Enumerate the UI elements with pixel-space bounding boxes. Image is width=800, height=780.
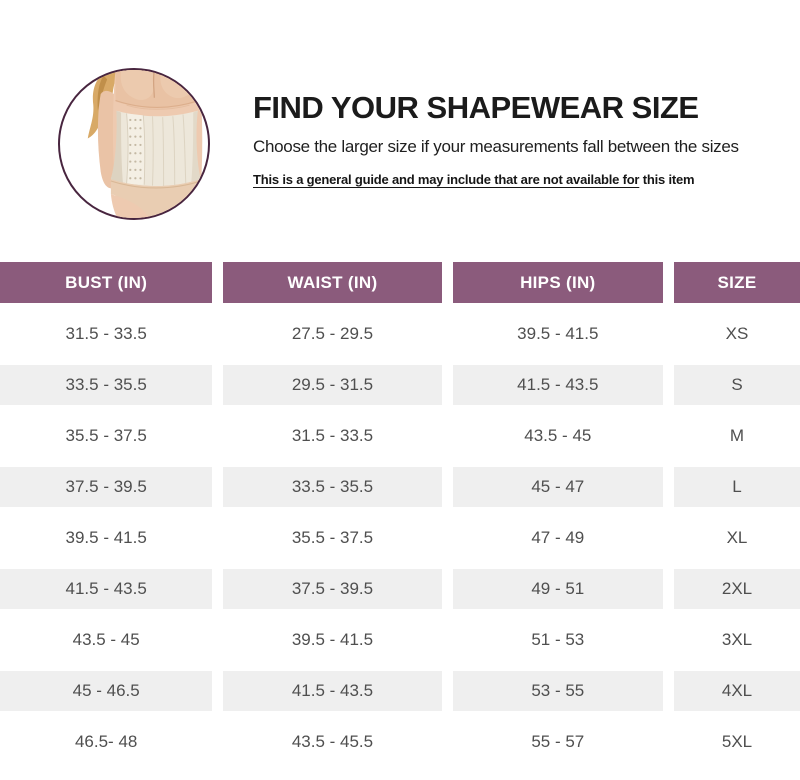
cell-waist: 39.5 - 41.5 (223, 620, 442, 660)
cell-waist: 33.5 - 35.5 (223, 467, 442, 507)
size-chart-table: BUST (IN) WAIST (IN) HIPS (IN) SIZE 31.5… (0, 262, 800, 762)
cell-size: 2XL (673, 569, 800, 609)
cell-hips: 49 - 51 (452, 569, 663, 609)
cell-bust: 31.5 - 33.5 (0, 314, 213, 354)
waist-trainer-illustration (87, 70, 204, 218)
guide-note-underlined: This is a general guide and may include … (253, 172, 640, 187)
guide-note: This is a general guide and may include … (253, 172, 793, 187)
column-header-hips: HIPS (IN) (452, 262, 663, 303)
cell-bust: 45 - 46.5 (0, 671, 213, 711)
shapewear-model-image (58, 68, 210, 220)
hero-text-block: FIND YOUR SHAPEWEAR SIZE Choose the larg… (253, 90, 793, 187)
cell-size: M (673, 416, 800, 456)
cell-bust: 35.5 - 37.5 (0, 416, 213, 456)
cell-size: XL (673, 518, 800, 558)
cell-size: 3XL (673, 620, 800, 660)
page-title: FIND YOUR SHAPEWEAR SIZE (253, 90, 699, 125)
cell-bust: 43.5 - 45 (0, 620, 213, 660)
cell-size: S (673, 365, 800, 405)
cell-hips: 55 - 57 (452, 722, 663, 762)
cell-hips: 43.5 - 45 (452, 416, 663, 456)
cell-waist: 41.5 - 43.5 (223, 671, 442, 711)
hero-section: FIND YOUR SHAPEWEAR SIZE Choose the larg… (0, 0, 800, 262)
cell-waist: 35.5 - 37.5 (223, 518, 442, 558)
cell-hips: 41.5 - 43.5 (452, 365, 663, 405)
cell-waist: 27.5 - 29.5 (223, 314, 442, 354)
cell-size: 5XL (673, 722, 800, 762)
cell-bust: 39.5 - 41.5 (0, 518, 213, 558)
cell-waist: 29.5 - 31.5 (223, 365, 442, 405)
cell-bust: 46.5- 48 (0, 722, 213, 762)
cell-waist: 43.5 - 45.5 (223, 722, 442, 762)
cell-hips: 45 - 47 (452, 467, 663, 507)
cell-hips: 47 - 49 (452, 518, 663, 558)
cell-hips: 53 - 55 (452, 671, 663, 711)
cell-bust: 33.5 - 35.5 (0, 365, 213, 405)
cell-hips: 39.5 - 41.5 (452, 314, 663, 354)
cell-bust: 41.5 - 43.5 (0, 569, 213, 609)
guide-note-rest: this item (642, 172, 695, 187)
column-header-size: SIZE (673, 262, 800, 303)
column-header-waist: WAIST (IN) (223, 262, 442, 303)
column-header-bust: BUST (IN) (0, 262, 213, 303)
cell-bust: 37.5 - 39.5 (0, 467, 213, 507)
cell-hips: 51 - 53 (452, 620, 663, 660)
cell-waist: 31.5 - 33.5 (223, 416, 442, 456)
cell-size: 4XL (673, 671, 800, 711)
subtitle: Choose the larger size if your measureme… (253, 137, 739, 156)
cell-waist: 37.5 - 39.5 (223, 569, 442, 609)
cell-size: L (673, 467, 800, 507)
cell-size: XS (673, 314, 800, 354)
